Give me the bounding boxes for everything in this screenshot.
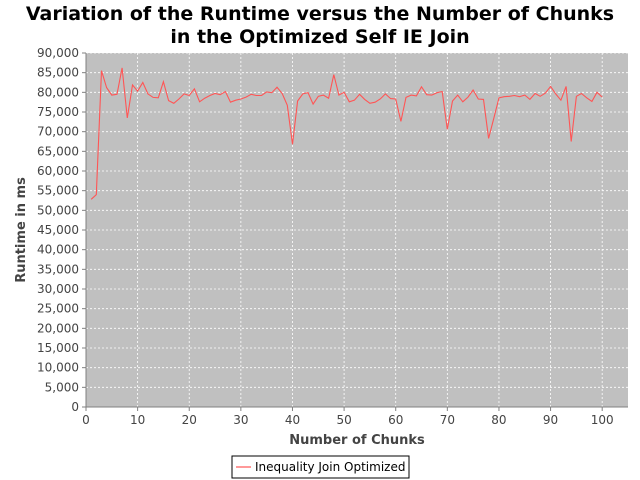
x-tick-label: 60 xyxy=(388,413,403,427)
y-tick-label: 25,000 xyxy=(37,302,79,316)
y-tick-label: 5,000 xyxy=(45,380,79,394)
y-axis-label: Runtime in ms xyxy=(14,177,29,283)
x-tick-label: 10 xyxy=(130,413,145,427)
y-tick-label: 45,000 xyxy=(37,223,79,237)
x-tick-label: 90 xyxy=(543,413,558,427)
y-tick-label: 15,000 xyxy=(37,341,79,355)
x-axis: 0 10 20 30 40 50 60 70 80 90 100 xyxy=(82,407,614,427)
y-tick-label: 30,000 xyxy=(37,282,79,296)
legend-box xyxy=(231,455,410,479)
x-tick-label: 50 xyxy=(336,413,351,427)
y-tick-label: 10,000 xyxy=(37,361,79,375)
x-axis-label: Number of Chunks xyxy=(289,433,425,448)
y-tick-label: 70,000 xyxy=(37,125,79,139)
legend-label: Inequality Join Optimized xyxy=(255,460,405,474)
chart-title-line-1: Variation of the Runtime versus the Numb… xyxy=(25,3,615,25)
x-tick-label: 20 xyxy=(182,413,197,427)
y-tick-label: 60,000 xyxy=(37,164,79,178)
y-tick-label: 75,000 xyxy=(37,105,79,119)
chart-title-line-2: in the Optimized Self IE Join xyxy=(170,26,470,48)
chart-title: Variation of the Runtime versus the Numb… xyxy=(0,3,640,49)
y-tick-label: 90,000 xyxy=(37,46,79,60)
y-axis: 0 5,000 10,000 15,000 20,000 25,000 30,000 35,0… xyxy=(37,46,86,414)
y-tick-label: 20,000 xyxy=(37,321,79,335)
x-tick-label: 100 xyxy=(591,413,614,427)
y-tick-label: 85,000 xyxy=(37,66,79,80)
grid-lines xyxy=(86,52,628,407)
series-layer xyxy=(90,67,603,200)
x-tick-label: 70 xyxy=(440,413,455,427)
plot-background xyxy=(86,53,628,407)
y-tick-label: 65,000 xyxy=(37,144,79,158)
x-tick-label: 40 xyxy=(285,413,300,427)
y-tick-label: 80,000 xyxy=(37,85,79,99)
y-tick-label: 55,000 xyxy=(37,184,79,198)
x-tick-label: 80 xyxy=(491,413,506,427)
y-tick-label: 0 xyxy=(71,400,79,414)
y-tick-label: 50,000 xyxy=(37,203,79,217)
y-tick-label: 35,000 xyxy=(37,262,79,276)
series-line xyxy=(90,67,603,200)
x-tick-label: 0 xyxy=(82,413,90,427)
x-tick-label: 30 xyxy=(233,413,248,427)
legend: Inequality Join Optimized xyxy=(231,455,410,479)
y-tick-label: 40,000 xyxy=(37,243,79,257)
